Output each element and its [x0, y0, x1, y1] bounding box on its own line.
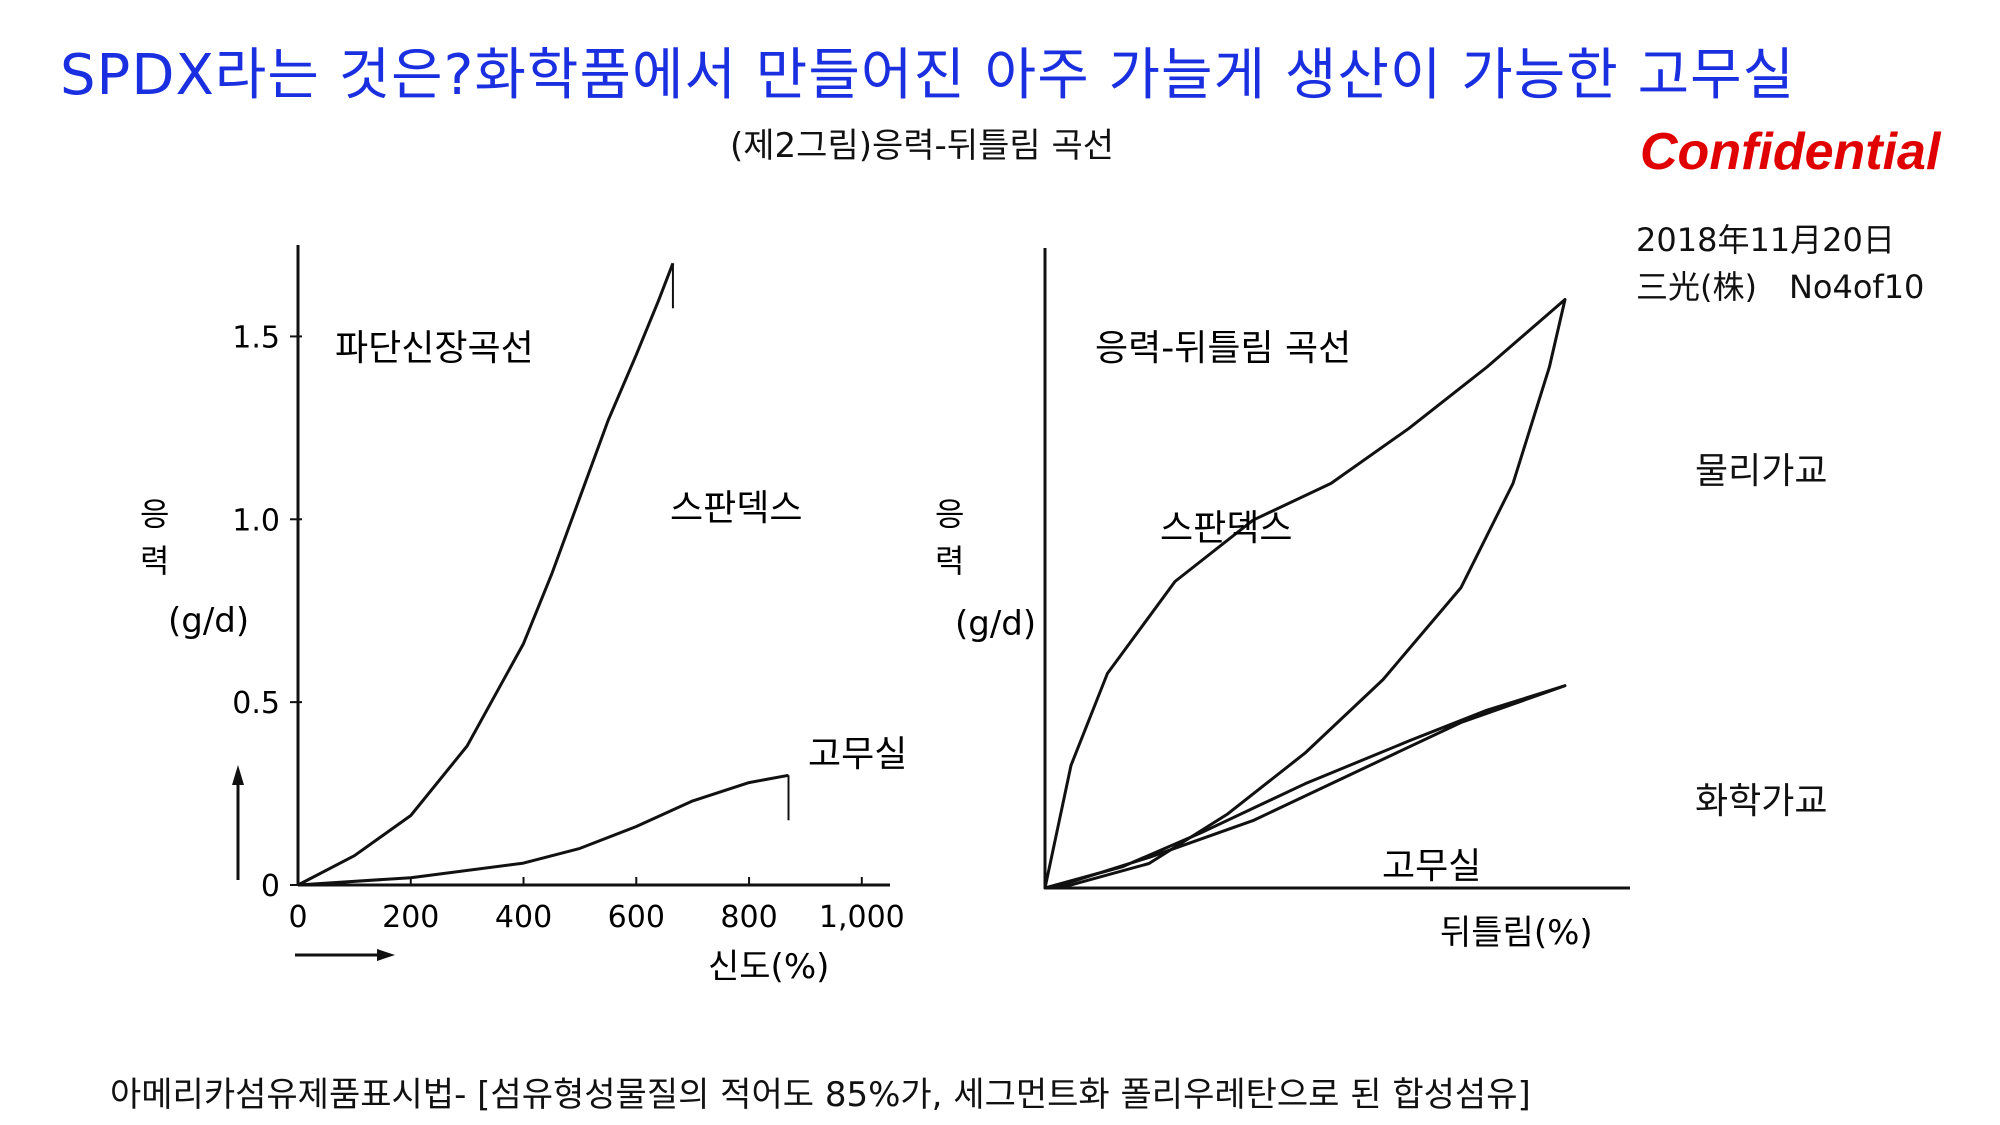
- chemical-crosslink-label: 화학가교: [1695, 781, 1828, 822]
- left-ytick-label: 1.5: [232, 320, 280, 355]
- document-date: 2018年11月20日: [1636, 221, 1895, 259]
- left-xtick-label: 1,000: [819, 900, 905, 935]
- right-ylabel-1: 응: [935, 495, 964, 533]
- page-title: SPDX라는 것은?화학품에서 만들어진 아주 가늘게 생산이 가능한 고무실: [60, 43, 1796, 108]
- right-chart-title: 응력-뒤틀림 곡선: [1095, 328, 1351, 369]
- left-ytick-label: 1.0: [232, 503, 280, 538]
- right-series-label-spandex: 스판덱스: [1160, 508, 1292, 549]
- left-ylabel-unit: (g/d): [168, 601, 249, 641]
- right-series-loop-0: [1043, 298, 1567, 890]
- left-xtick-label: 400: [495, 900, 552, 935]
- right-series-loop-1: [1043, 684, 1567, 890]
- left-xlabel: 신도(%): [708, 947, 829, 987]
- left-xtick-label: 200: [382, 900, 439, 935]
- right-xlabel: 뒤틀림(%): [1440, 913, 1593, 953]
- y-arrow-head: [232, 765, 244, 785]
- left-ylabel-1: 응: [140, 495, 169, 533]
- left-xtick-label: 800: [720, 900, 777, 935]
- stress-strain-chart: 응력-뒤틀림 곡선 스판덱스 고무실 응 력 (g/d) 뒤틀림(%): [935, 248, 1630, 953]
- left-chart-title: 파단신장곡선: [335, 328, 534, 369]
- left-series-line-0: [297, 262, 675, 887]
- left-series-label-spandex: 스판덱스: [670, 488, 802, 529]
- left-xtick-label: 0: [288, 900, 307, 935]
- footer-note: 아메리카섬유제품표시법- [섬유형성물질의 적어도 85%가, 세그먼트화 폴리…: [110, 1075, 1531, 1115]
- figure-caption: (제2그림)응력-뒤틀림 곡선: [730, 126, 1115, 166]
- left-series-line-1: [297, 773, 789, 887]
- x-arrow-head: [377, 949, 395, 961]
- company-page-number: 三光(株) No4of10: [1636, 268, 1925, 306]
- right-series-label-rubber: 고무실: [1382, 846, 1481, 887]
- left-ytick-label: 0: [261, 869, 280, 904]
- left-series-label-rubber: 고무실: [808, 734, 907, 775]
- left-xtick-label: 600: [608, 900, 665, 935]
- right-ylabel-2: 력: [935, 542, 964, 580]
- elongation-chart: 0 200 400 600 800 1,000 0 0.5 1.0 1.5 파단신장곡선 스판덱…: [140, 245, 907, 987]
- left-ylabel-2: 력: [140, 542, 169, 580]
- confidential-stamp: Confidential: [1640, 123, 1941, 181]
- left-ytick-label: 0.5: [232, 686, 280, 721]
- physical-crosslink-label: 물리가교: [1695, 451, 1828, 492]
- right-ylabel-unit: (g/d): [955, 604, 1036, 644]
